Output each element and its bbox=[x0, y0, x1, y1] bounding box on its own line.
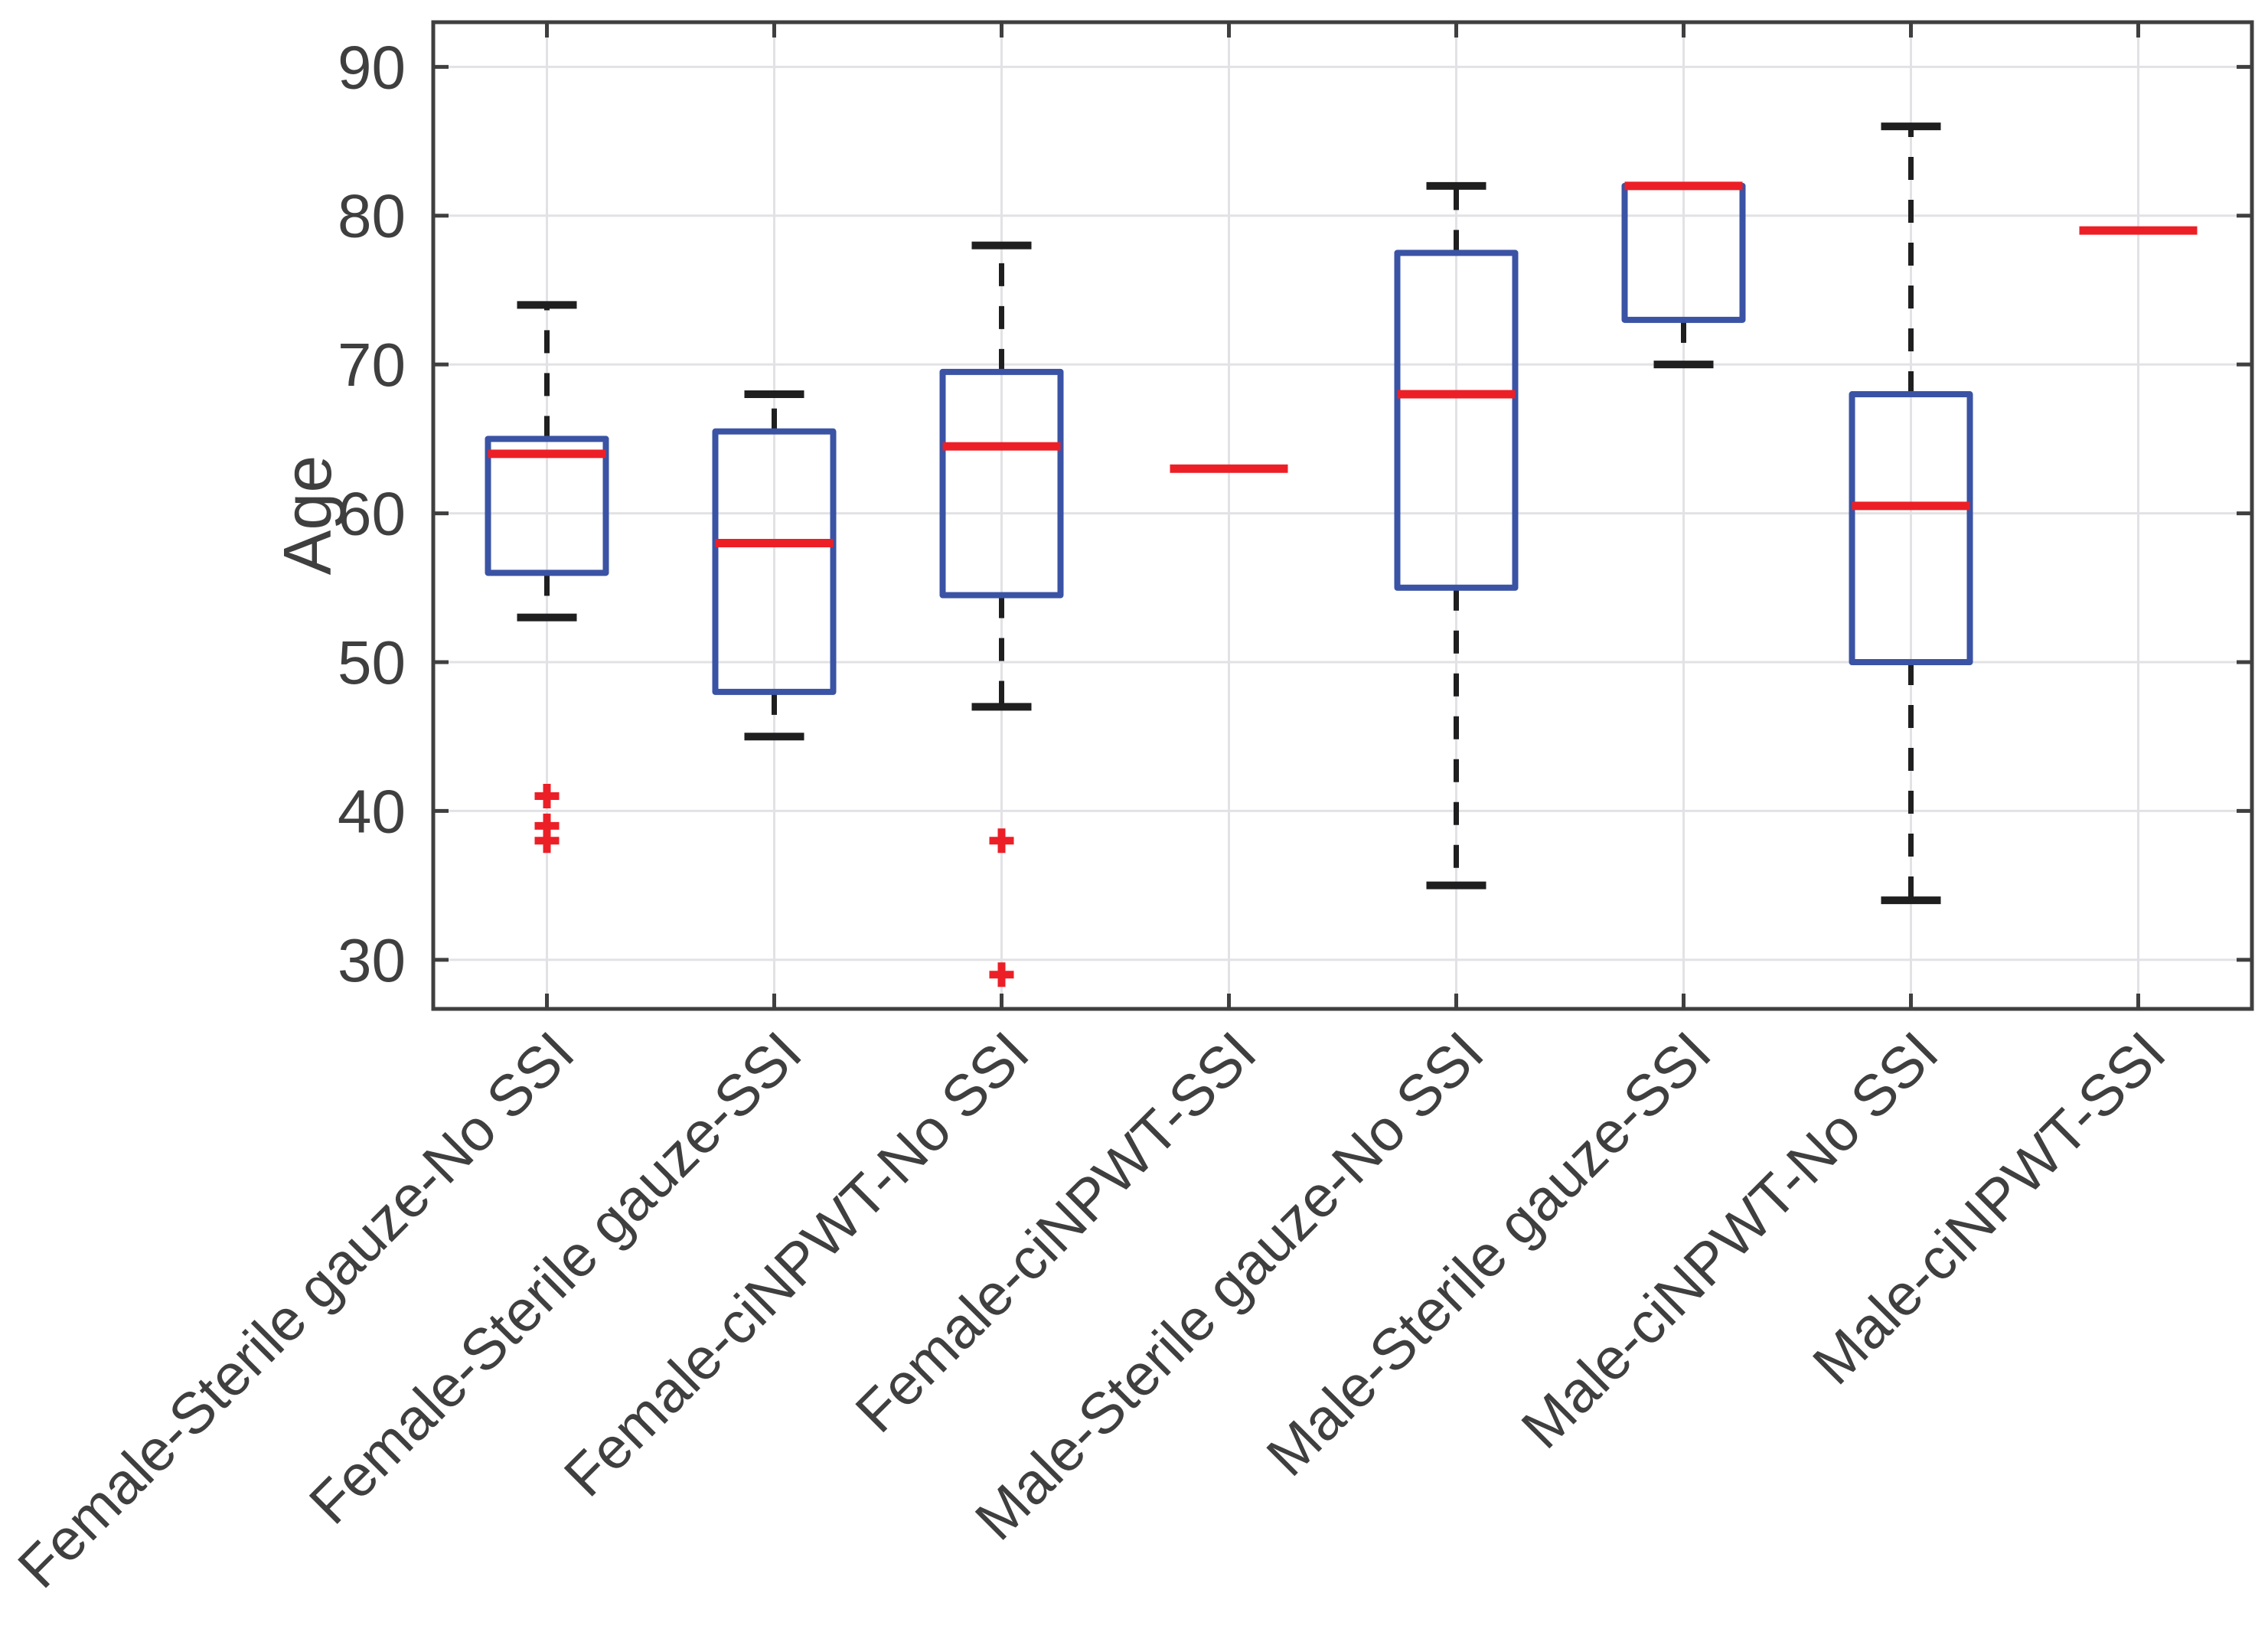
outlier-marker bbox=[989, 962, 1014, 987]
axes-layer bbox=[431, 20, 2254, 1011]
outlier-marker bbox=[534, 783, 560, 808]
y-tick-label: 70 bbox=[338, 331, 406, 399]
x-category-label: Female-ciNPWT-SSI bbox=[844, 1020, 1269, 1445]
box-group bbox=[1394, 181, 1519, 889]
box-rect bbox=[1849, 391, 1973, 666]
box-rect bbox=[712, 428, 837, 695]
box-rect bbox=[939, 368, 1064, 599]
y-tick-label: 40 bbox=[338, 777, 406, 845]
grid-layer bbox=[433, 22, 2252, 1009]
y-tick-label: 60 bbox=[338, 480, 406, 548]
y-tick-label: 90 bbox=[338, 33, 406, 101]
box-group bbox=[712, 390, 837, 741]
outlier-marker bbox=[989, 828, 1014, 854]
box-group bbox=[1621, 181, 1746, 369]
x-category-label: Male-ciNPWT-No SSI bbox=[1509, 1020, 1951, 1461]
y-axis-label: Age bbox=[269, 455, 345, 576]
box-group bbox=[1849, 122, 1973, 905]
outlier-marker bbox=[534, 828, 560, 854]
box-group bbox=[939, 241, 1064, 987]
box-rect bbox=[1394, 250, 1519, 591]
y-tick-label: 30 bbox=[338, 926, 406, 994]
box-rect bbox=[485, 436, 609, 576]
box-group bbox=[485, 301, 609, 854]
y-tick-label: 80 bbox=[338, 182, 406, 250]
y-tick-label: 50 bbox=[338, 628, 406, 697]
x-category-label: Female-ciNPWT-No SSI bbox=[552, 1020, 1041, 1509]
data-layer bbox=[485, 122, 2198, 987]
x-category-label: Male-Sterile gauze-SSI bbox=[1255, 1020, 1724, 1489]
plot-border bbox=[431, 20, 2254, 1011]
